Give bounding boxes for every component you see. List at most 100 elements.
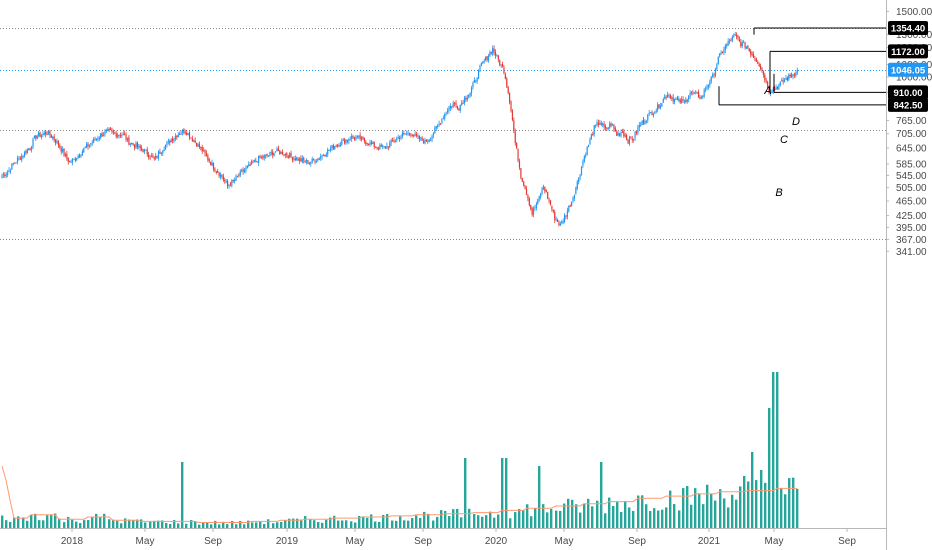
volume-bar: [747, 481, 750, 528]
volume-bar: [116, 520, 119, 528]
candle-body: [88, 144, 91, 146]
candle-body: [638, 125, 640, 128]
time-axis[interactable]: 2018 May Sep 2019 May Sep 2020 May Sep 2021 May Sep: [61, 528, 856, 547]
candle-body: [585, 155, 587, 157]
candle-body: [655, 110, 657, 112]
candle-body: [384, 146, 387, 149]
price-tag: 1172.00: [888, 44, 928, 59]
candle-body: [551, 206, 553, 210]
candle: [712, 72, 714, 78]
candle-body: [71, 159, 74, 163]
candle: [146, 146, 148, 157]
candle-body: [45, 132, 47, 135]
candle-body: [668, 94, 670, 96]
volume-bar: [243, 524, 246, 528]
candle-body: [717, 56, 719, 64]
volume-bar: [226, 524, 229, 528]
candle-body: [509, 92, 511, 103]
candle-body: [623, 131, 625, 137]
candle: [585, 152, 587, 159]
candle: [207, 153, 209, 163]
candle: [456, 105, 459, 110]
candle-body: [373, 141, 375, 147]
candle-body: [148, 154, 150, 158]
price-tag-label: 910.00: [893, 88, 922, 99]
volume-bar: [333, 515, 336, 528]
candle: [786, 76, 788, 82]
candle: [349, 136, 351, 141]
candle-body: [399, 138, 401, 140]
candle-body: [66, 153, 68, 159]
candle: [86, 141, 88, 149]
pattern-drawings[interactable]: [718, 27, 886, 106]
candle: [70, 159, 72, 164]
candle: [675, 96, 677, 100]
candle-body: [523, 181, 525, 186]
candle: [7, 169, 9, 178]
candle: [454, 101, 456, 107]
candle: [328, 149, 330, 152]
candle: [404, 133, 406, 135]
candle: [441, 118, 443, 125]
candle-body: [32, 138, 34, 147]
candle-body: [198, 144, 200, 148]
candle: [465, 95, 467, 102]
candle: [125, 132, 127, 142]
candle-body: [339, 144, 341, 146]
candle: [587, 144, 590, 148]
volume-bar: [251, 522, 254, 528]
candle-body: [489, 52, 491, 57]
candle-body: [500, 64, 502, 66]
candle: [100, 132, 102, 140]
candle: [227, 179, 229, 189]
candle-body: [406, 133, 408, 135]
candle-body: [12, 163, 14, 165]
candle-body: [232, 179, 234, 181]
candle-body: [736, 34, 738, 37]
candle: [272, 149, 274, 159]
candle: [265, 154, 267, 159]
candle-body: [561, 221, 563, 224]
candle: [754, 55, 756, 62]
candle: [693, 91, 695, 95]
candle: [118, 134, 120, 139]
candle-body: [125, 135, 127, 140]
volume-bar: [624, 501, 627, 528]
candle-body: [35, 135, 37, 139]
volume-bar: [489, 511, 492, 528]
volume-bar: [218, 524, 221, 528]
candle-body: [661, 103, 663, 107]
candle-body: [15, 162, 17, 164]
candle-body: [263, 155, 265, 159]
candle-body: [785, 77, 787, 80]
candle: [751, 51, 753, 57]
candle-body: [645, 120, 647, 123]
volume-bar: [743, 476, 746, 528]
candle: [638, 121, 640, 131]
candle-body: [246, 166, 248, 169]
candle: [56, 138, 58, 145]
candle-body: [755, 58, 757, 62]
candle: [160, 152, 162, 156]
pattern-point-labels: A B CD: [763, 85, 800, 199]
candle: [318, 157, 320, 161]
candle: [752, 51, 755, 59]
candle: [747, 44, 749, 50]
candle-body: [191, 138, 193, 141]
candle: [435, 126, 437, 132]
candle-body: [468, 95, 470, 98]
candle-body: [586, 146, 588, 155]
candle: [54, 139, 57, 146]
candle-body: [492, 48, 494, 54]
candle: [652, 112, 655, 118]
candle-body: [372, 142, 374, 144]
candle-body: [659, 106, 662, 108]
candle: [63, 148, 65, 157]
candle: [210, 161, 212, 166]
candle: [136, 141, 138, 150]
candle-body: [631, 138, 633, 140]
volume-bar: [26, 520, 29, 528]
candle-body: [9, 170, 12, 172]
candle-body: [648, 112, 650, 115]
